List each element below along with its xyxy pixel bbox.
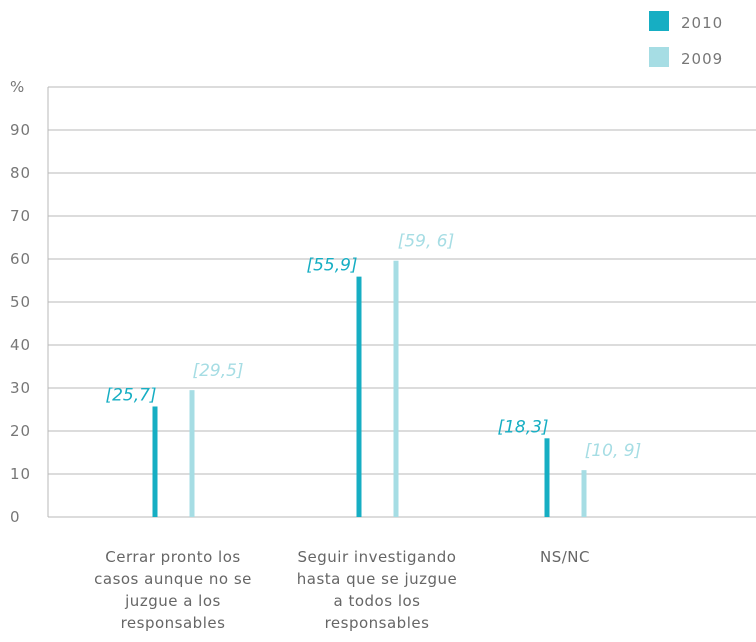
x-category-label: juzgue a los	[124, 592, 221, 610]
y-tick-label: 90	[10, 121, 31, 139]
bar-2009-2	[393, 260, 399, 517]
data-label: [10, 9]	[585, 441, 642, 461]
x-category-label: responsables	[121, 614, 226, 632]
legend-label: 2010	[681, 14, 723, 32]
y-tick-label: 0	[10, 508, 21, 526]
legend-label: 2009	[681, 50, 723, 68]
y-tick-label: 20	[10, 422, 31, 440]
x-category-label: Cerrar pronto los	[105, 548, 240, 566]
data-label: [18,3]	[497, 417, 548, 437]
x-category-label: NS/NC	[540, 548, 590, 566]
bar-2009-3	[581, 470, 587, 517]
x-category-label: casos aunque no se	[94, 570, 252, 588]
y-tick-label: 70	[10, 207, 31, 225]
x-category-label: Seguir investigando	[298, 548, 457, 566]
bar-2010-2	[356, 276, 362, 517]
legend-swatch-2009	[649, 47, 669, 67]
x-category-label: hasta que se juzgue	[297, 570, 458, 588]
data-label: [55,9]	[306, 256, 357, 276]
y-tick-label: 80	[10, 164, 31, 182]
x-category-label: responsables	[325, 614, 430, 632]
data-label: [59, 6]	[398, 232, 455, 252]
x-category-label: a todos los	[334, 592, 421, 610]
y-tick-label: 10	[10, 465, 31, 483]
bar-2009-1	[189, 390, 195, 517]
bar-2010-3	[544, 438, 550, 517]
y-tick-label: 30	[10, 379, 31, 397]
y-tick-label: 50	[10, 293, 31, 311]
data-label: [29,5]	[192, 361, 243, 381]
legend-swatch-2010	[649, 11, 669, 31]
y-tick-label: 60	[10, 250, 31, 268]
y-tick-label: 40	[10, 336, 31, 354]
bar-2010-1	[152, 406, 158, 517]
y-axis-label: %	[10, 78, 25, 96]
data-label: [25,7]	[105, 385, 156, 405]
